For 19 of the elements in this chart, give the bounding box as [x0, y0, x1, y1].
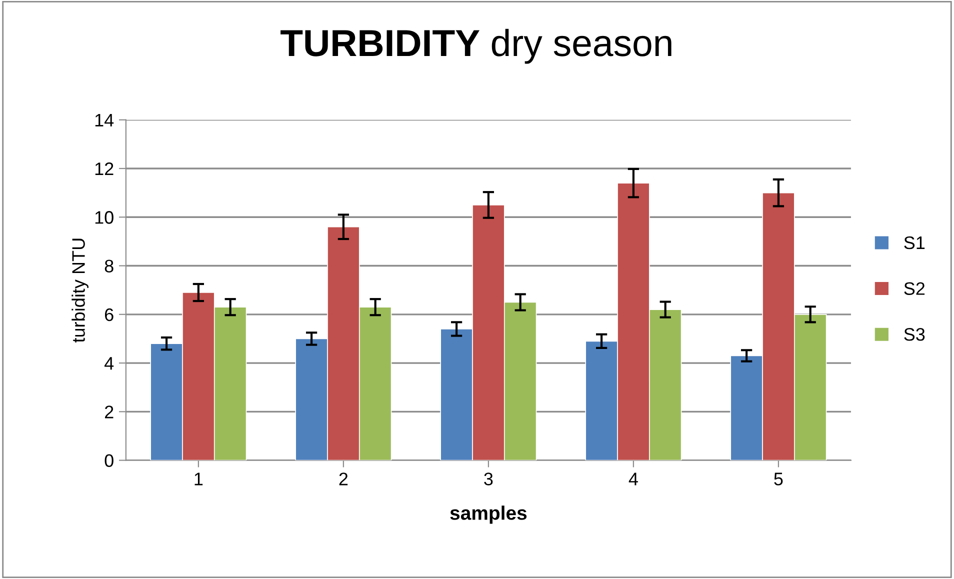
- x-axis-title: samples: [450, 506, 527, 524]
- y-tick-label: 8: [104, 260, 114, 272]
- y-tick-label: 4: [104, 357, 114, 370]
- chart-title: TURBIDITY dry season: [280, 28, 672, 64]
- y-tick-label: 10: [95, 211, 114, 224]
- y-tick-label: 12: [95, 162, 114, 176]
- legend-label: S3: [904, 328, 925, 341]
- y-axis-title: turbidity NTU: [72, 238, 88, 342]
- y-tick-label: 2: [104, 406, 114, 418]
- y-tick-label: 14: [95, 114, 114, 126]
- legend-label: S1: [904, 236, 925, 250]
- x-tick-label: 1: [194, 472, 203, 486]
- y-tick-label: 6: [105, 308, 114, 322]
- y-tick-label: 0: [104, 454, 114, 468]
- x-tick-label: 4: [628, 472, 638, 486]
- x-tick-label: 5: [774, 472, 783, 486]
- legend-label: S2: [904, 282, 925, 295]
- x-tick-label: 3: [484, 472, 493, 486]
- x-tick-label: 2: [339, 472, 348, 486]
